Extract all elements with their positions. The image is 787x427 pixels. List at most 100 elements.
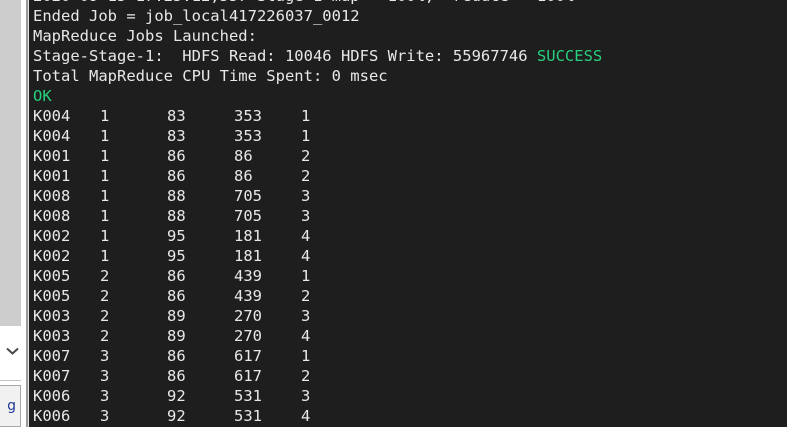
corner-tool-tab-label: g (7, 398, 16, 414)
result-cell-col2: 3 (100, 367, 110, 385)
line-ok-text: OK (33, 87, 52, 105)
result-cell-col4: 705 (234, 187, 262, 205)
result-row: K002 1 95 181 4 (33, 246, 787, 266)
result-cell-col4: 531 (234, 387, 262, 405)
result-row: K007 3 86 617 2 (33, 366, 787, 386)
result-cell-col3: 83 (167, 107, 186, 125)
result-cell-col4: 439 (234, 287, 262, 305)
line-stage-stats-status: SUCCESS (536, 47, 603, 65)
result-cell-key: K008 (33, 207, 71, 225)
result-cell-col5: 4 (301, 247, 311, 265)
result-cell-col4: 705 (234, 207, 262, 225)
result-cell-key: K002 (33, 247, 71, 265)
result-cell-col5: 4 (301, 227, 311, 245)
vertical-scrollbar-track[interactable] (0, 0, 21, 427)
result-row: K004 1 83 353 1 (33, 106, 787, 126)
result-cell-key: K001 (33, 167, 71, 185)
result-cell-col4: 531 (234, 407, 262, 425)
result-cell-col2: 1 (100, 107, 110, 125)
line-progress-text: 2020-09-15 17:25:12,557 Stage-1 map = 10… (33, 0, 574, 5)
line-cpu-time-text: Total MapReduce CPU Time Spent: 0 msec (33, 67, 388, 85)
line-ended-job: Ended Job = job_local417226037_0012 (33, 6, 787, 26)
result-cell-key: K001 (33, 147, 71, 165)
chevron-down-icon[interactable] (4, 341, 21, 361)
panel-bottom-separator (0, 380, 21, 381)
result-cell-col2: 2 (100, 327, 110, 345)
result-row: K001 1 86 86 2 (33, 146, 787, 166)
line-progress: 2020-09-15 17:25:12,557 Stage-1 map = 10… (33, 0, 787, 6)
result-cell-col3: 86 (167, 287, 186, 305)
result-cell-col5: 2 (301, 147, 311, 165)
line-jobs-launched-text: MapReduce Jobs Launched: (33, 27, 257, 45)
result-cell-col2: 2 (100, 307, 110, 325)
panel-divider-gap (21, 0, 26, 427)
result-row: K006 3 92 531 4 (33, 406, 787, 426)
line-ok: OK (33, 86, 787, 106)
result-cell-col3: 88 (167, 187, 186, 205)
result-cell-key: K003 (33, 307, 71, 325)
vertical-scrollbar-thumb[interactable] (0, 0, 21, 326)
result-cell-col2: 1 (100, 127, 110, 145)
result-row: K005 2 86 439 2 (33, 286, 787, 306)
result-cell-col4: 353 (234, 107, 262, 125)
result-row: K008 1 88 705 3 (33, 186, 787, 206)
result-row: K003 2 89 270 3 (33, 306, 787, 326)
result-cell-key: K005 (33, 287, 71, 305)
result-cell-col5: 4 (301, 407, 311, 425)
terminal-text-buffer: 2020-09-15 17:25:12,557 Stage-1 map = 10… (33, 0, 787, 426)
result-cell-col5: 3 (301, 387, 311, 405)
result-cell-col3: 86 (167, 167, 186, 185)
result-cell-col3: 86 (167, 367, 186, 385)
line-stage-stats: Stage-Stage-1: HDFS Read: 10046 HDFS Wri… (33, 46, 787, 66)
result-row: K001 1 86 86 2 (33, 166, 787, 186)
result-row: K008 1 88 705 3 (33, 206, 787, 226)
result-cell-col4: 181 (234, 227, 262, 245)
result-cell-key: K003 (33, 327, 71, 345)
result-cell-col2: 2 (100, 287, 110, 305)
result-row: K007 3 86 617 1 (33, 346, 787, 366)
panel-divider-edge (28, 0, 29, 427)
result-cell-col4: 181 (234, 247, 262, 265)
result-cell-col2: 3 (100, 387, 110, 405)
line-ended-job-text: Ended Job = job_local417226037_0012 (33, 7, 360, 25)
result-row: K002 1 95 181 4 (33, 226, 787, 246)
terminal-output-pane[interactable]: 2020-09-15 17:25:12,557 Stage-1 map = 10… (29, 0, 787, 427)
result-cell-col5: 1 (301, 267, 311, 285)
result-cell-col4: 617 (234, 367, 262, 385)
result-row: K003 2 89 270 4 (33, 326, 787, 346)
result-cell-col4: 439 (234, 267, 262, 285)
result-cell-key: K007 (33, 367, 71, 385)
result-cell-col2: 1 (100, 167, 110, 185)
result-cell-col2: 1 (100, 147, 110, 165)
line-jobs-launched: MapReduce Jobs Launched: (33, 26, 787, 46)
result-cell-col5: 4 (301, 327, 311, 345)
result-cell-col5: 2 (301, 287, 311, 305)
result-cell-col4: 617 (234, 347, 262, 365)
result-cell-key: K004 (33, 127, 71, 145)
result-cell-key: K004 (33, 107, 71, 125)
result-cell-col4: 353 (234, 127, 262, 145)
result-cell-col5: 1 (301, 107, 311, 125)
left-side-panel: g (0, 0, 29, 427)
result-cell-col3: 86 (167, 147, 186, 165)
result-row: K005 2 86 439 1 (33, 266, 787, 286)
corner-tool-tab[interactable]: g (0, 385, 21, 427)
result-cell-col2: 3 (100, 347, 110, 365)
result-cell-col5: 3 (301, 187, 311, 205)
result-cell-col2: 1 (100, 247, 110, 265)
line-cpu-time: Total MapReduce CPU Time Spent: 0 msec (33, 66, 787, 86)
result-cell-key: K005 (33, 267, 71, 285)
panel-divider-line (26, 0, 28, 427)
result-cell-key: K006 (33, 407, 71, 425)
line-stage-stats-text: Stage-Stage-1: HDFS Read: 10046 HDFS Wri… (33, 47, 537, 65)
result-cell-col2: 1 (100, 187, 110, 205)
result-cell-col3: 92 (167, 407, 186, 425)
result-row: K004 1 83 353 1 (33, 126, 787, 146)
result-cell-col4: 270 (234, 307, 262, 325)
result-cell-key: K006 (33, 387, 71, 405)
result-cell-key: K007 (33, 347, 71, 365)
result-cell-col3: 89 (167, 327, 186, 345)
result-cell-key: K008 (33, 187, 71, 205)
result-cell-col3: 95 (167, 227, 186, 245)
